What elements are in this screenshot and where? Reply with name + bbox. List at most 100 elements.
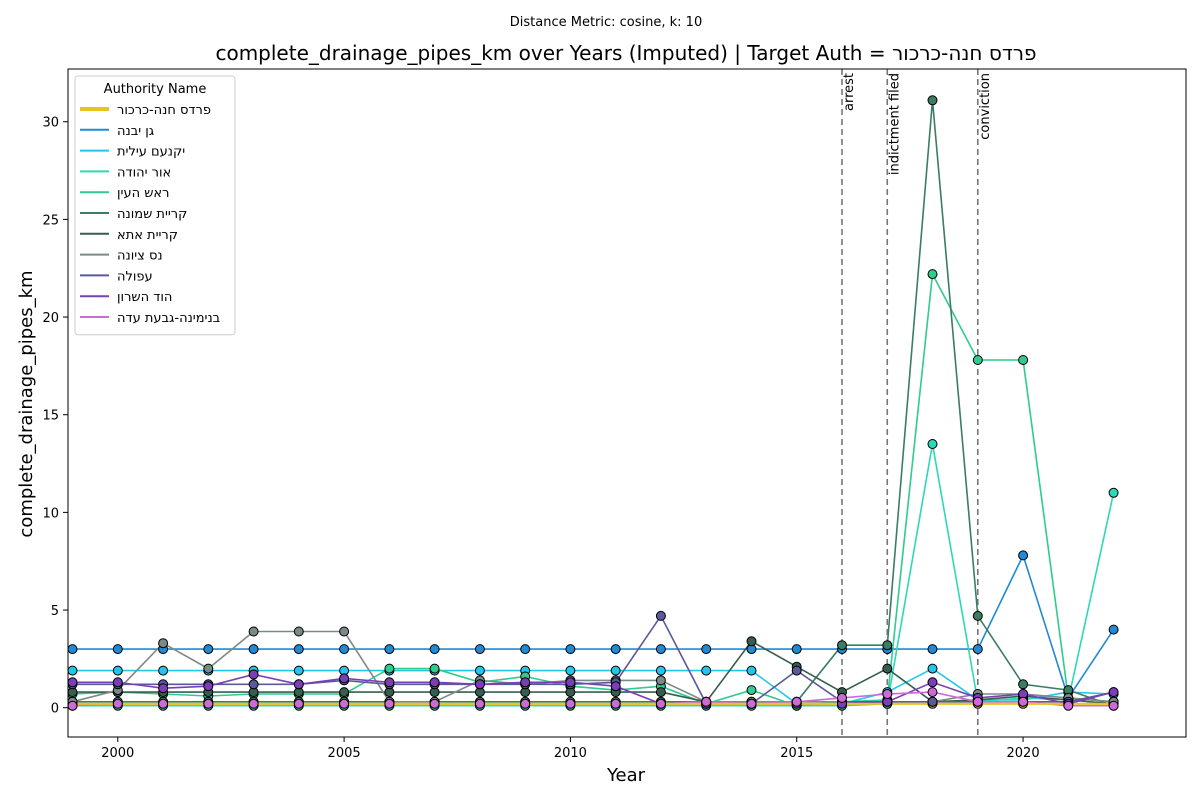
data-point [972,644,983,655]
data-point [927,696,938,707]
data-point [293,679,304,690]
data-point [429,644,440,655]
y-tick-label: 15 [42,409,59,424]
data-point [610,681,621,692]
data-point [927,269,938,280]
data-point [248,679,259,690]
data-point [339,644,350,655]
data-point [565,665,576,676]
data-point [520,698,531,709]
data-point [1108,687,1119,698]
data-point [610,665,621,676]
legend-entry: קריית אתא [117,228,178,243]
series-line [72,630,1114,703]
data-point [972,696,983,707]
data-point [248,698,259,709]
x-tick-label: 2020 [1007,746,1040,761]
data-point [1108,624,1119,635]
data-point [203,663,214,674]
data-point [520,677,531,688]
data-point [882,663,893,674]
data-point [565,677,576,688]
series-line [72,553,1115,700]
data-point [112,644,123,655]
data-point [1108,700,1119,711]
data-point [837,692,847,703]
y-tick-label: 10 [42,506,59,521]
data-point [927,95,938,106]
data-point [203,698,214,709]
data-point [474,644,485,655]
data-point [927,687,938,698]
event-label: arrest [842,73,857,111]
legend-entry: אור יהודה [117,165,171,180]
data-point [1018,679,1029,690]
data-point [248,644,259,655]
series-line [72,271,1114,707]
data-point [112,665,123,676]
data-point [1018,355,1029,365]
data-point [112,698,123,709]
data-point [429,677,440,688]
legend-entry: פרדס חנה-כרכור [117,103,211,118]
data-point [1063,700,1074,711]
legend-entry: עפולה [117,269,153,284]
data-point [565,644,576,655]
data-point [701,644,712,655]
legend: Authority Name פרדס חנה-כרכור גן יבנה יקנעם… [74,75,236,336]
y-tick-label: 25 [42,213,59,228]
data-point [158,638,169,649]
data-point [67,677,78,688]
data-point [746,698,757,709]
series-line [72,673,1114,705]
data-point [474,665,485,676]
data-point [655,644,666,655]
data-point [837,640,847,651]
data-point [655,698,666,709]
data-point [384,663,395,674]
data-point [248,669,259,680]
data-point [882,640,893,651]
legend-entry: נס ציונה [117,249,163,264]
y-tick-label: 0 [51,702,59,717]
data-point [701,665,712,676]
x-axis-label: Year [606,765,646,786]
x-tick-label: 2010 [554,746,587,761]
data-point [384,698,395,709]
data-point [203,681,214,692]
data-point [927,663,938,674]
data-point [293,665,304,676]
legend-entry: ראש העין [117,186,169,201]
data-point [248,626,259,637]
data-point [158,665,169,676]
data-point [339,687,350,698]
data-point [429,698,440,709]
legend-entry: יקנעם עילית [117,145,185,160]
data-point [293,644,304,655]
legend-entry: בנימינה-גבעת עדה [117,311,220,326]
data-point [655,687,666,698]
data-point [746,636,757,647]
axes-frame [67,68,1187,738]
data-point [565,698,576,709]
legend-entry: גן יבנה [117,124,154,139]
data-point [429,663,440,674]
data-point [339,673,350,684]
data-point [791,665,802,676]
chart-title: complete_drainage_pipes_km over Years (I… [215,41,1036,65]
data-point [203,644,214,655]
data-point [972,355,983,365]
series-line [72,100,1114,707]
event-label: indictment filed [887,73,902,175]
data-point [655,665,666,676]
data-point [927,677,938,688]
data-point [1108,487,1119,498]
data-point [112,677,123,688]
y-tick-label: 30 [42,116,59,131]
x-tick-label: 2015 [780,746,813,761]
data-point [746,685,757,696]
data-point [158,683,169,694]
y-tick-label: 20 [42,311,59,326]
